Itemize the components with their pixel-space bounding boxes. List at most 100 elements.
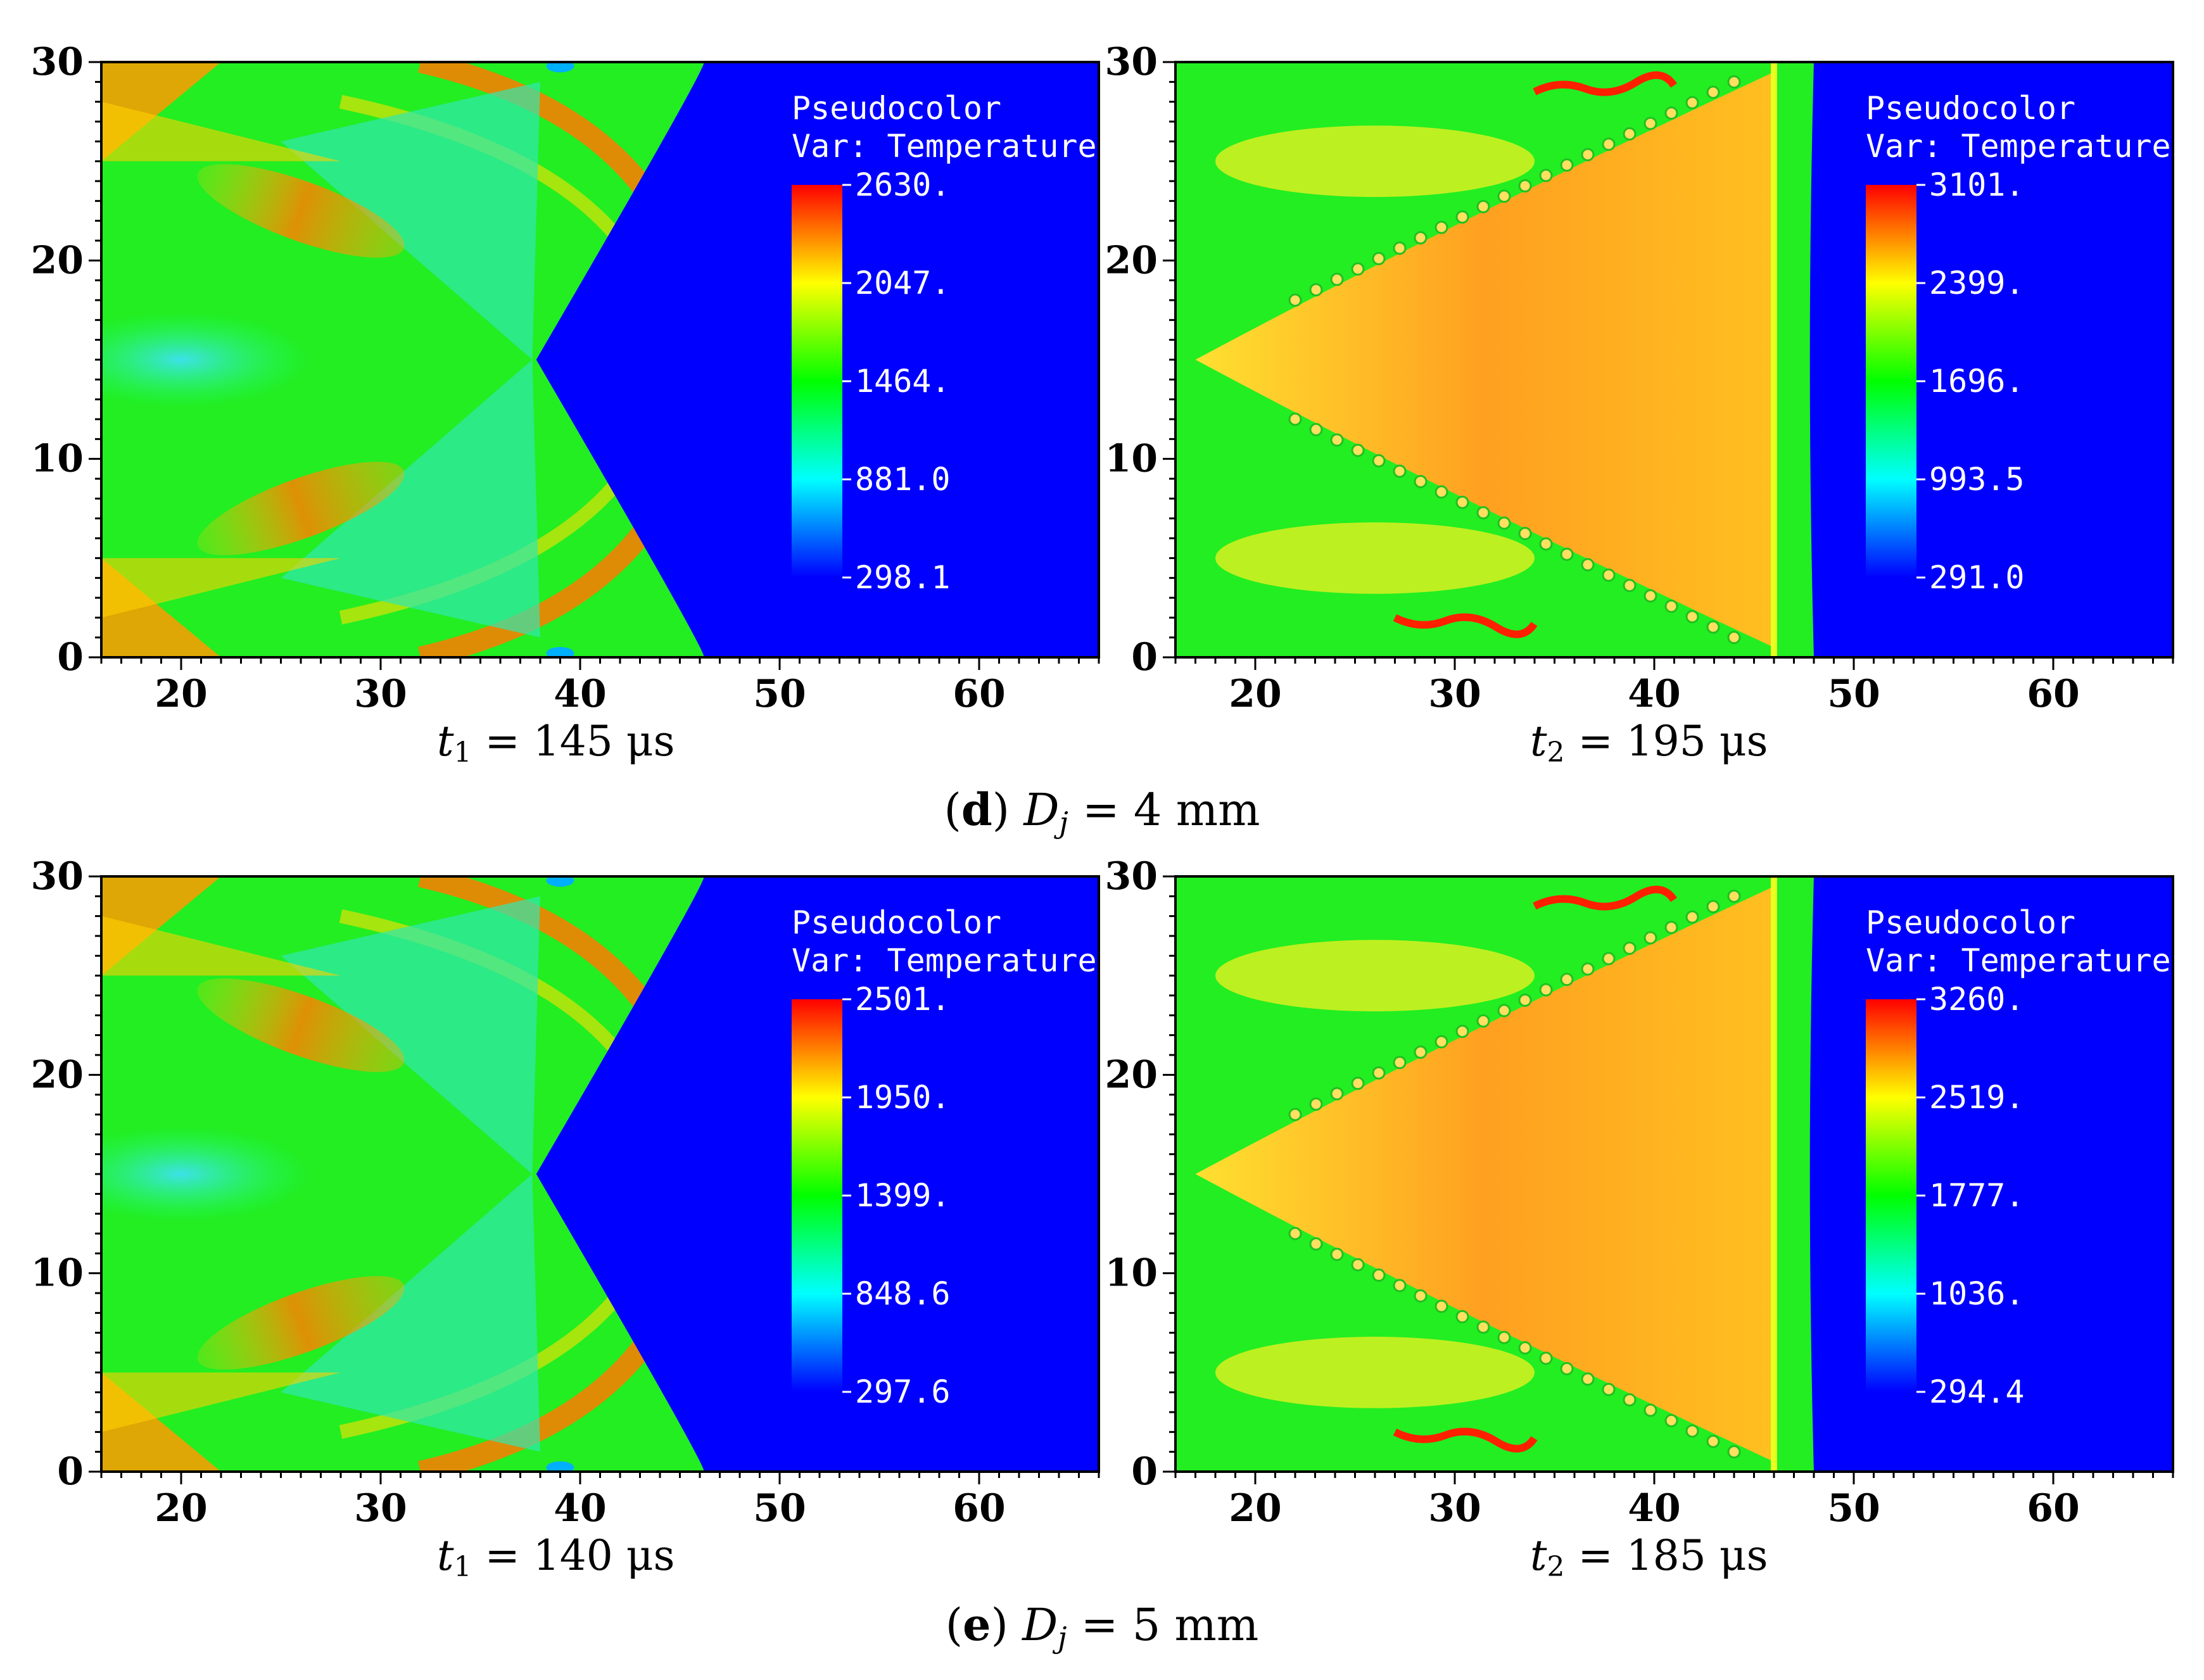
vortex bbox=[1664, 1413, 1678, 1427]
x-tick-label: 30 bbox=[354, 672, 407, 716]
vortex bbox=[1330, 433, 1344, 447]
vortex bbox=[1497, 1330, 1511, 1344]
vortex bbox=[1434, 1299, 1448, 1313]
y-tick-label: 30 bbox=[31, 854, 84, 899]
vortex bbox=[1644, 117, 1657, 130]
vortex bbox=[1393, 464, 1407, 478]
colorbar-tick-label: 1950. bbox=[855, 1079, 951, 1116]
colorbar-tick-label: 1036. bbox=[1929, 1275, 2025, 1312]
vortex bbox=[1393, 1279, 1407, 1292]
vortex bbox=[1476, 1320, 1490, 1334]
colorbar-tick-label: 3101. bbox=[1929, 167, 2025, 203]
x-tick-label: 20 bbox=[155, 1486, 208, 1531]
vortex bbox=[1664, 106, 1678, 120]
colorbar-tick-label: 2630. bbox=[855, 167, 951, 203]
vortex bbox=[1414, 1289, 1428, 1303]
vortex bbox=[1581, 1372, 1595, 1386]
vortex bbox=[1727, 75, 1741, 89]
vortex bbox=[1309, 283, 1323, 297]
vortex bbox=[1288, 1227, 1302, 1241]
legend-var: Var: Temperature bbox=[792, 942, 1097, 979]
vortex bbox=[1685, 1424, 1699, 1438]
vortex bbox=[1476, 1014, 1490, 1028]
vortex bbox=[1706, 1434, 1720, 1448]
edge-triangle bbox=[101, 916, 341, 976]
colorbar-tick-label: 2047. bbox=[855, 265, 951, 301]
y-tick-label: 20 bbox=[31, 1052, 84, 1097]
edge-triangle bbox=[101, 558, 341, 618]
cool-wedge bbox=[281, 1174, 540, 1452]
x-tick-label: 40 bbox=[1628, 1486, 1681, 1531]
vortex bbox=[1455, 1025, 1469, 1039]
vortex bbox=[1664, 599, 1678, 613]
y-tick-label: 0 bbox=[57, 1449, 84, 1494]
vortex bbox=[1644, 589, 1657, 603]
hot-lobe bbox=[197, 462, 405, 555]
edge-triangle bbox=[101, 1372, 341, 1432]
vortex bbox=[1602, 952, 1616, 966]
vortex bbox=[1351, 1077, 1365, 1090]
x-tick-label: 30 bbox=[354, 1486, 407, 1531]
legend-title: Pseudocolor bbox=[792, 904, 1001, 941]
vortex bbox=[1518, 179, 1532, 193]
vortex bbox=[1372, 1066, 1386, 1080]
vortex bbox=[1581, 558, 1595, 572]
y-tick-label: 30 bbox=[31, 40, 84, 84]
vortex bbox=[1455, 1310, 1469, 1323]
vortex bbox=[1539, 537, 1553, 551]
vortex bbox=[1518, 1341, 1532, 1355]
colorbar-tick-label: 294.4 bbox=[1929, 1374, 2025, 1410]
colorbar bbox=[1866, 185, 1916, 578]
vortex bbox=[1539, 168, 1553, 182]
vortex bbox=[1330, 272, 1344, 286]
hot-filament bbox=[1393, 1427, 1538, 1453]
x-tick-label: 50 bbox=[1827, 672, 1880, 716]
hot-filament bbox=[1533, 71, 1677, 96]
vortex bbox=[1727, 631, 1741, 645]
vortex bbox=[1434, 485, 1448, 499]
y-tick-label: 20 bbox=[31, 238, 84, 282]
vortex bbox=[1518, 993, 1532, 1007]
colorbar-tick-label: 1696. bbox=[1929, 363, 2025, 400]
colorbar-tick-label: 297.6 bbox=[855, 1374, 951, 1410]
vortex bbox=[1644, 931, 1657, 945]
cold-spot bbox=[546, 62, 574, 73]
warm-lobe bbox=[1215, 125, 1535, 198]
vortex bbox=[1434, 1035, 1448, 1049]
vortex bbox=[1309, 1237, 1323, 1251]
cold-spot bbox=[546, 876, 574, 887]
vortex bbox=[1288, 412, 1302, 426]
vortex bbox=[1455, 495, 1469, 509]
colorbar-tick-label: 848.6 bbox=[855, 1275, 951, 1312]
vortex bbox=[1706, 900, 1720, 914]
vortex bbox=[1434, 220, 1448, 234]
vortex bbox=[1455, 210, 1469, 224]
vortex bbox=[1581, 148, 1595, 161]
vortex bbox=[1393, 1056, 1407, 1070]
row-caption: (e) Dj = 5 mm bbox=[946, 1598, 1259, 1655]
colorbar-tick-label: 2519. bbox=[1929, 1079, 2025, 1116]
y-tick-label: 0 bbox=[1131, 1449, 1158, 1494]
colorbar bbox=[792, 999, 842, 1392]
vortex bbox=[1309, 1097, 1323, 1111]
jet-core bbox=[101, 1126, 311, 1222]
vortex bbox=[1414, 474, 1428, 488]
vortex bbox=[1288, 1108, 1302, 1121]
x-tick-label: 40 bbox=[554, 672, 607, 716]
vortex bbox=[1560, 973, 1574, 987]
vortex bbox=[1685, 96, 1699, 110]
y-tick-label: 20 bbox=[1105, 238, 1158, 282]
row-caption: (d) Dj = 4 mm bbox=[944, 783, 1260, 840]
jet-core bbox=[101, 312, 311, 408]
vortex bbox=[1685, 910, 1699, 924]
warm-lobe bbox=[1215, 522, 1535, 594]
vortex bbox=[1351, 1258, 1365, 1272]
x-tick-label: 60 bbox=[2027, 1486, 2080, 1531]
legend-var: Var: Temperature bbox=[1866, 128, 2171, 165]
legend-var: Var: Temperature bbox=[1866, 942, 2171, 979]
vortex bbox=[1414, 1045, 1428, 1059]
